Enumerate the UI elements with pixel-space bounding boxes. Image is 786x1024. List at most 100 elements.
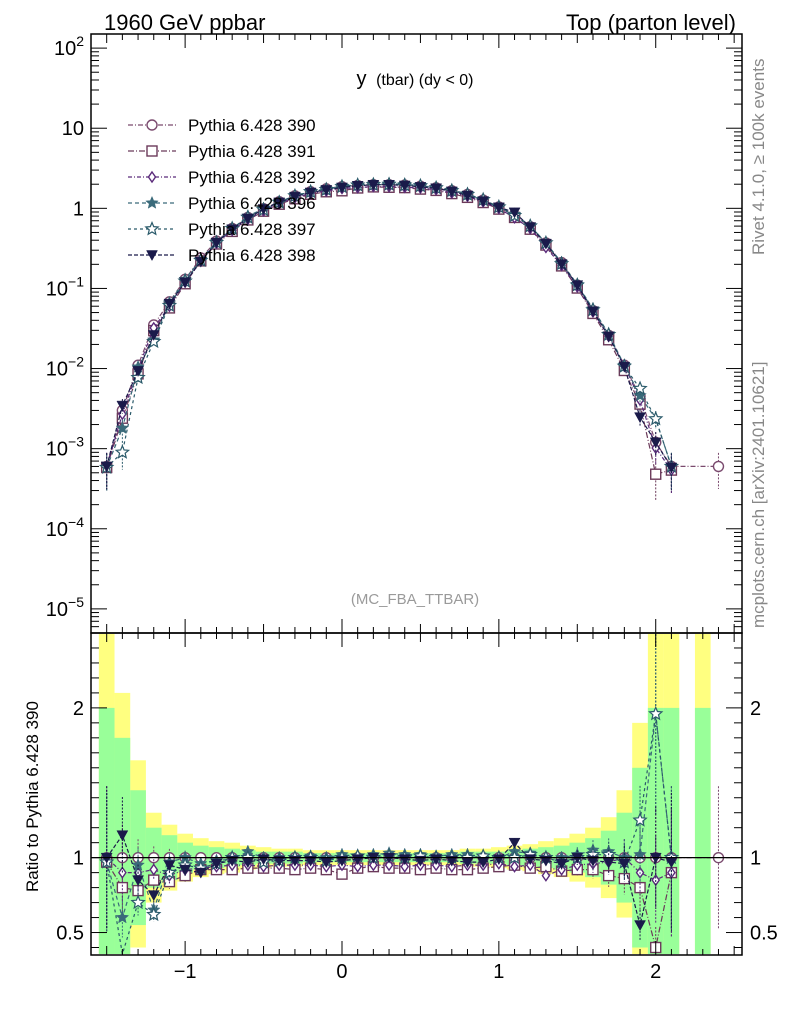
main-marker (633, 388, 647, 402)
legend-label: Pythia 6.428 390 (188, 116, 316, 135)
legend-entry: Pythia 6.428 396 (128, 194, 316, 213)
main-marker (524, 222, 537, 234)
main-marker (383, 179, 395, 191)
ratio-marker (163, 860, 176, 872)
y-tick-exponent: 2 (76, 33, 84, 49)
ratio-marker (130, 894, 146, 910)
main-marker (618, 361, 631, 373)
main-marker (304, 187, 317, 199)
main-marker (226, 224, 239, 236)
ratio-marker (304, 855, 317, 867)
ratio-axes: −1 0 1 2 2 2 1 1 0.5 0.5 (56, 632, 778, 983)
ratio-marker (555, 858, 568, 870)
ratio-marker (115, 910, 130, 924)
main-marker (539, 238, 552, 250)
y-tick-label: 10−1 (46, 273, 84, 300)
y-tick-base: 10 (62, 118, 84, 140)
chart-title: y (tbar) (dy < 0) (357, 68, 474, 90)
main-marker (114, 444, 131, 459)
main-marker (650, 468, 662, 480)
ratio-marker (194, 867, 207, 879)
ratio-marker (634, 920, 646, 932)
legend-label: Pythia 6.428 391 (188, 142, 316, 161)
main-marker (414, 182, 427, 193)
main-marker (241, 213, 254, 225)
ratio-marker (132, 875, 144, 887)
main-marker (508, 207, 521, 219)
ratio-marker (336, 855, 348, 867)
x-tick-label: 1 (493, 961, 504, 983)
ratio-marker (118, 866, 127, 879)
main-marker (649, 437, 662, 449)
ratio-marker (508, 837, 521, 849)
legend-label: Pythia 6.428 398 (188, 246, 316, 265)
main-marker (367, 179, 380, 191)
watermark-label: (MC_FBA_TTBAR) (351, 591, 479, 608)
ratio-marker (210, 858, 223, 870)
main-marker (116, 400, 129, 412)
main-marker (398, 180, 411, 192)
y-tick-base: 10 (46, 278, 68, 300)
main-marker (351, 181, 364, 192)
ratio-y-tick-label-left: 2 (73, 698, 84, 720)
ratio-marker (273, 855, 286, 867)
y-tick-exponent: −5 (68, 594, 84, 610)
ratio-marker (146, 906, 162, 922)
ratio-marker (116, 881, 129, 894)
y-tick-base: 1 (73, 198, 84, 220)
header-right-label: Top (parton level) (566, 10, 736, 35)
ratio-marker (384, 858, 394, 872)
y-tick-label: 102 (54, 33, 84, 60)
legend-label: Pythia 6.428 397 (188, 220, 316, 239)
y-tick-exponent: −4 (68, 514, 84, 530)
legend-entry: Pythia 6.428 397 (128, 220, 316, 239)
ratio-y-axis-label: Ratio to Pythia 6.428 390 (23, 701, 42, 892)
main-marker (634, 412, 646, 424)
inner-uncertainty-band (694, 707, 711, 954)
legend-marker (147, 170, 157, 184)
main-marker (320, 185, 333, 196)
y-tick-label: 1 (73, 198, 84, 220)
ratio-panel: −1 0 1 2 2 2 1 1 0.5 0.5 Ratio to Pythia 6.428 39… (23, 632, 778, 983)
ratio-bands (98, 634, 711, 954)
rivet-version-label: Rivet 4.1.0, ≥ 100k events (749, 59, 768, 255)
legend-marker (144, 220, 160, 236)
main-marker (712, 460, 725, 473)
y-tick-exponent: −3 (68, 434, 84, 450)
legend-marker (146, 250, 158, 262)
ratio-marker (226, 855, 239, 867)
ratio-marker (414, 855, 427, 867)
main-marker (336, 182, 348, 194)
ratio-y-tick-label-left: 1 (73, 848, 84, 870)
y-tick-label: 10−4 (46, 514, 84, 541)
legend-entry: Pythia 6.428 398 (128, 246, 316, 265)
y-tick-base: 10 (46, 519, 68, 541)
main-marker (179, 277, 192, 289)
y-tick-base: 10 (46, 359, 68, 381)
ratio-marker (506, 849, 523, 865)
ratio-marker (289, 855, 301, 867)
legend-label: Pythia 6.428 396 (188, 194, 316, 213)
main-marker (555, 259, 568, 271)
ratio-marker (116, 830, 129, 842)
main-marker (115, 421, 130, 434)
x-tick-label: 2 (650, 961, 661, 983)
inner-uncertainty-band (98, 707, 115, 954)
ratio-marker (353, 860, 363, 873)
ratio-marker (648, 705, 664, 721)
y-tick-base: 10 (54, 38, 76, 60)
ratio-marker (572, 858, 582, 872)
ratio-y-tick-label-left: 0.5 (56, 923, 84, 945)
source-label: mcplots.cern.ch [arXiv:2401.10621] (749, 362, 768, 628)
inner-uncertainty-band (647, 707, 664, 954)
main-marker (273, 197, 286, 209)
main-marker (430, 183, 443, 195)
main-marker (130, 369, 146, 385)
main-marker (587, 306, 599, 318)
ratio-y-tick-label-right: 1 (750, 848, 761, 870)
ratio-marker (148, 874, 160, 886)
main-marker (648, 410, 664, 426)
